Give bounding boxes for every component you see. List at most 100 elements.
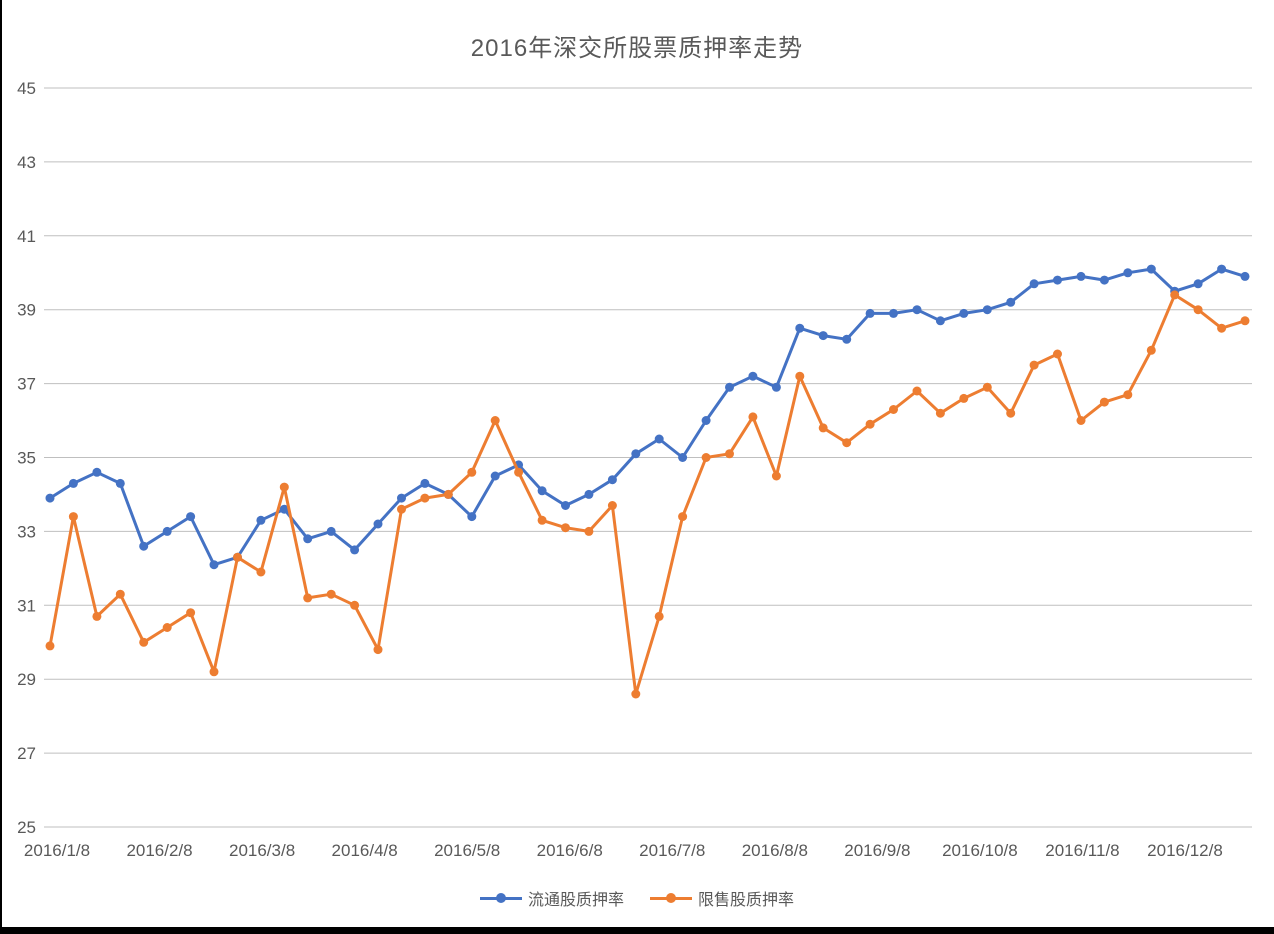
- data-point-marker: [1123, 390, 1133, 400]
- data-point-marker: [818, 331, 828, 341]
- data-point-marker: [1146, 264, 1156, 274]
- data-point-marker: [889, 308, 898, 318]
- data-point-marker: [279, 504, 289, 514]
- data-point-marker: [92, 611, 102, 621]
- data-point-marker: [1240, 316, 1250, 326]
- data-point-marker: [45, 493, 55, 503]
- data-point-marker: [654, 434, 664, 444]
- series-line: [48, 267, 1247, 567]
- data-point-marker: [1193, 305, 1203, 315]
- data-point-marker: [68, 478, 78, 488]
- data-point-marker: [443, 489, 453, 499]
- data-point-marker: [256, 515, 266, 525]
- data-point-marker: [1146, 345, 1156, 355]
- data-point-marker: [865, 308, 875, 318]
- data-point-marker: [1217, 323, 1227, 333]
- x-axis-tick-label: 2016/12/8: [1147, 841, 1223, 860]
- x-axis-tick-label: 2016/4/8: [332, 841, 398, 860]
- data-point-marker: [1123, 268, 1133, 278]
- legend-line-marker-icon: [650, 893, 692, 903]
- data-point-marker: [631, 449, 641, 459]
- x-axis-tick-label: 2016/3/8: [229, 841, 295, 860]
- data-point-marker: [467, 512, 477, 522]
- data-point-marker: [537, 486, 547, 496]
- legend-line-marker-icon: [479, 893, 522, 903]
- data-point-marker: [607, 475, 617, 485]
- data-point-marker: [561, 523, 570, 533]
- data-point-marker: [139, 637, 149, 647]
- y-axis-tick-label: 45: [17, 79, 36, 98]
- data-point-marker: [209, 560, 219, 570]
- data-point-marker: [45, 641, 55, 651]
- y-axis-tick-label: 37: [17, 375, 36, 394]
- x-axis-tick-label: 2016/7/8: [639, 841, 705, 860]
- legend-item-restricted: 限售股质押率: [650, 886, 794, 910]
- data-point-marker: [935, 408, 945, 418]
- y-axis-tick-label: 29: [17, 670, 36, 689]
- data-point-marker: [795, 371, 805, 381]
- x-axis-tick-label: 2016/8/8: [742, 841, 808, 860]
- x-axis-tick-label: 2016/9/8: [844, 841, 910, 860]
- data-point-marker: [233, 552, 242, 562]
- data-point-marker: [1099, 397, 1109, 407]
- legend-label-restricted: 限售股质押率: [698, 892, 795, 909]
- data-point-marker: [326, 526, 336, 536]
- data-point-marker: [1170, 290, 1180, 300]
- data-point-marker: [1006, 297, 1016, 307]
- chart-legend: 流通股质押率 限售股质押率: [0, 886, 1274, 910]
- data-point-marker: [818, 423, 828, 433]
- data-point-marker: [959, 308, 969, 318]
- data-point-marker: [842, 438, 852, 448]
- data-point-marker: [326, 589, 336, 599]
- data-point-marker: [725, 382, 734, 392]
- data-point-marker: [1053, 275, 1062, 285]
- data-point-marker: [1029, 279, 1039, 289]
- y-axis-tick-label: 41: [17, 227, 36, 246]
- data-point-marker: [139, 541, 149, 551]
- screen-edge-bottom: [0, 927, 1274, 934]
- data-point-marker: [607, 501, 617, 510]
- data-point-marker: [678, 512, 688, 522]
- data-point-marker: [912, 305, 922, 315]
- data-point-marker: [701, 416, 711, 425]
- data-point-marker: [584, 526, 594, 536]
- screen-edge-left: [0, 0, 2, 934]
- data-point-marker: [982, 305, 992, 315]
- y-axis-tick-label: 33: [17, 522, 36, 541]
- data-point-marker: [514, 467, 524, 477]
- data-point-marker: [1053, 349, 1062, 359]
- legend-dot: [666, 893, 676, 903]
- data-point-marker: [279, 482, 289, 492]
- data-point-marker: [490, 471, 500, 481]
- data-point-marker: [115, 589, 125, 599]
- data-point-marker: [865, 419, 875, 429]
- data-point-marker: [631, 689, 641, 699]
- data-point-marker: [209, 667, 219, 677]
- data-point-marker: [186, 608, 196, 618]
- data-point-marker: [303, 593, 313, 603]
- y-axis-tick-label: 27: [17, 744, 36, 763]
- data-point-marker: [350, 545, 360, 555]
- data-point-marker: [701, 453, 711, 462]
- data-point-marker: [162, 623, 172, 632]
- data-point-marker: [1240, 271, 1250, 281]
- data-point-marker: [397, 493, 406, 503]
- data-point-marker: [1217, 264, 1227, 274]
- data-point-marker: [748, 371, 758, 381]
- x-axis-tick-label: 2016/2/8: [126, 841, 192, 860]
- data-point-marker: [162, 526, 172, 536]
- chart-title: 2016年深交所股票质押率走势: [470, 35, 804, 62]
- data-point-marker: [748, 412, 758, 422]
- data-point-marker: [561, 501, 570, 510]
- data-point-marker: [1076, 416, 1086, 425]
- data-point-marker: [186, 512, 196, 522]
- data-point-marker: [467, 467, 477, 477]
- data-point-marker: [935, 316, 945, 326]
- y-axis-tick-label: 35: [17, 449, 36, 468]
- data-point-marker: [912, 386, 922, 396]
- data-point-marker: [92, 467, 102, 477]
- legend-dot: [495, 893, 506, 903]
- data-point-marker: [842, 334, 852, 344]
